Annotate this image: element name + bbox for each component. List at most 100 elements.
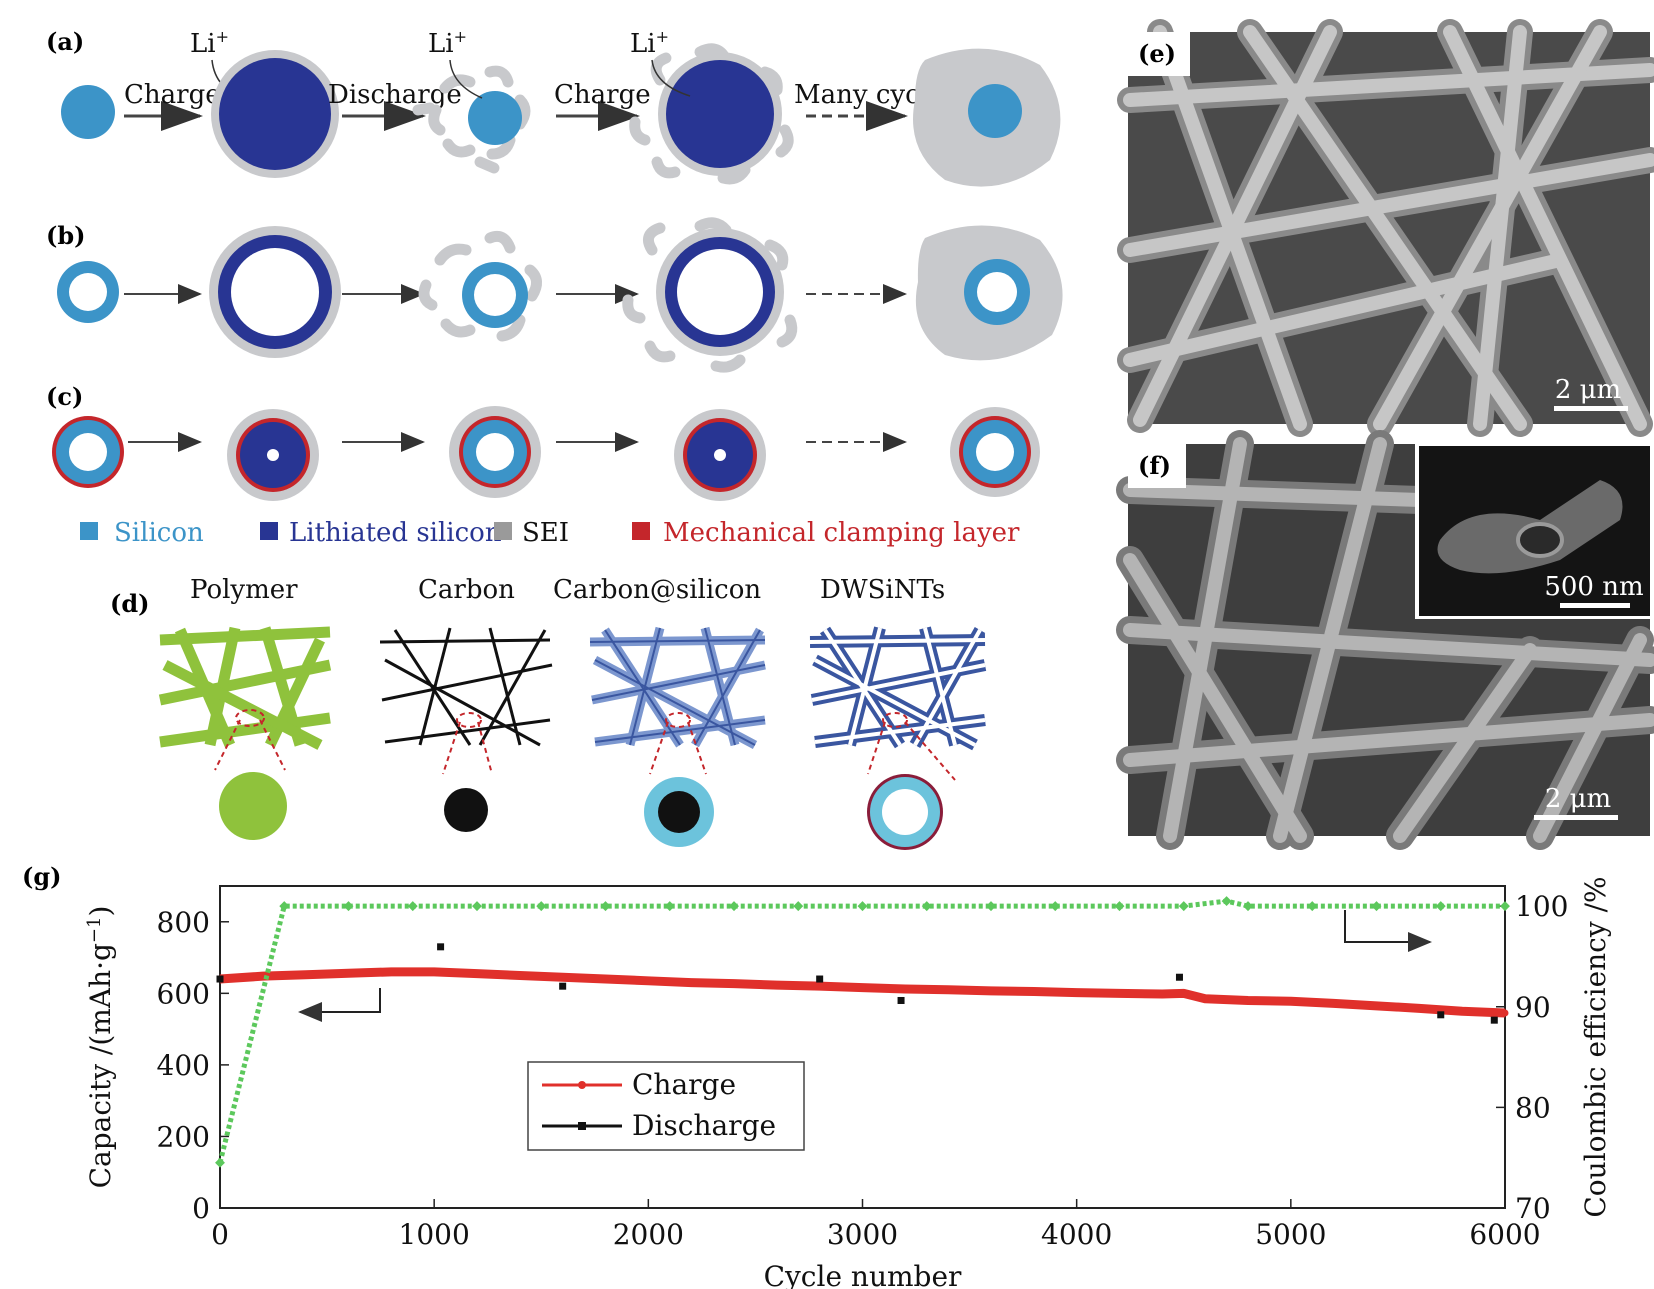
charge-point — [1158, 990, 1166, 998]
charge-point — [302, 971, 310, 979]
legend-swatch-clamping — [632, 522, 650, 540]
plot-frame — [219, 885, 1506, 1209]
tube-hollow — [977, 272, 1017, 312]
panel-e-label-box — [1128, 32, 1190, 76]
zoom-lines — [867, 721, 956, 781]
zoom-circle — [456, 712, 482, 728]
d-title-dwsints: DWSiNTs — [820, 575, 945, 605]
legend-swatch-sei — [494, 522, 512, 540]
efficiency-series-line — [217, 898, 1505, 1164]
efficiency-point — [215, 1157, 225, 1168]
charge-point — [430, 968, 438, 976]
thick-sei-fragments — [629, 43, 794, 185]
y-left-tick-label: 400 — [157, 1049, 210, 1082]
charge-point — [1415, 1004, 1423, 1012]
broken-sei-fragments — [412, 65, 531, 174]
zoom-circle — [235, 709, 265, 727]
efficiency-point — [1178, 901, 1189, 912]
efficiency-point — [664, 901, 675, 912]
efficiency-point — [729, 901, 739, 912]
panel-d-label: (d) — [110, 589, 150, 618]
zoom-circle — [665, 712, 691, 728]
lithiated-particle — [666, 60, 774, 168]
efficiency-point — [343, 901, 354, 912]
polymer-fiber-section — [219, 772, 287, 840]
charge-point — [859, 984, 866, 992]
scale-bar-f — [1534, 815, 1618, 820]
discharge-point — [559, 982, 567, 990]
y-left-tick-label: 600 — [157, 977, 210, 1010]
charge-point — [345, 969, 352, 977]
carbon-silicon-fiber-mesh — [589, 626, 766, 749]
y-right-tick-label: 80 — [1515, 1091, 1551, 1124]
x-tick-label: 3000 — [827, 1218, 898, 1251]
charge-point — [1201, 995, 1209, 1003]
efficiency-point — [1050, 901, 1061, 912]
x-tick-label: 6000 — [1469, 1218, 1540, 1251]
y-right-tick-label: 100 — [1515, 890, 1568, 923]
step-charge-1: Charge — [124, 80, 221, 110]
charge-series-line — [219, 967, 1506, 1018]
efficiency-point — [472, 901, 482, 912]
panel-f-label-box — [1128, 444, 1186, 488]
chart: 0 1000 2000 3000 4000 5000 6000 0 200 400 600 800 70… — [84, 876, 1612, 1289]
sem-fibers-e — [1117, 19, 1654, 437]
efficiency-point — [857, 901, 868, 912]
x-tick-label: 1000 — [399, 1218, 470, 1251]
efficiency-point — [921, 901, 932, 912]
panel-c: (c) — [46, 382, 1040, 501]
efficiency-point — [1307, 901, 1318, 912]
charge-point — [473, 970, 481, 978]
charge-point — [1330, 999, 1338, 1007]
li-label-2: Li+ — [428, 27, 467, 59]
legend-lithiated: Lithiated silicon — [289, 518, 502, 548]
li-label-1: Li+ — [190, 27, 229, 59]
charge-point — [602, 975, 609, 983]
x-tick-label: 2000 — [613, 1218, 684, 1251]
x-tick-label: 4000 — [1041, 1218, 1112, 1251]
zoom-lines — [649, 721, 707, 775]
tube-hollow — [69, 433, 107, 471]
efficiency-point — [1435, 901, 1446, 912]
tube-hollow — [231, 248, 319, 336]
charge-point — [644, 977, 652, 985]
panel-e-label: (e) — [1138, 39, 1176, 68]
tube-hollow-section — [882, 789, 928, 835]
legend-discharge-label: Discharge — [632, 1109, 776, 1142]
y-left-tick-label: 0 — [192, 1192, 210, 1225]
discharge-point — [897, 996, 905, 1004]
panel-a-label: (a) — [46, 27, 84, 56]
step-charge-2: Charge — [554, 80, 651, 110]
efficiency-point — [1500, 901, 1510, 912]
d-title-carbon: Carbon — [418, 575, 515, 605]
charge-point — [1116, 989, 1123, 997]
sem-fibers-f — [1116, 430, 1654, 850]
discharge-point — [1490, 1016, 1498, 1024]
panel-e: (e) 2 μm — [1117, 19, 1654, 437]
charge-point — [387, 968, 395, 976]
legend-silicon: Silicon — [114, 518, 204, 548]
efficiency-point — [1114, 901, 1125, 912]
charge-point — [516, 971, 524, 979]
d-title-polymer: Polymer — [190, 575, 298, 605]
discharge-point — [1175, 973, 1183, 981]
scale-bar-label-e: 2 μm — [1555, 375, 1621, 405]
thick-sei-fragments — [622, 217, 798, 373]
legend-clamping: Mechanical clamping layer — [663, 518, 1020, 548]
charge-point — [559, 973, 567, 981]
y-right-tick-label: 90 — [1515, 991, 1551, 1024]
li-pointer-3 — [651, 59, 691, 97]
tube-hollow — [474, 274, 516, 316]
tube-hollow — [267, 449, 279, 461]
li-pointer-2 — [449, 59, 483, 99]
discharge-point — [216, 975, 224, 983]
panel-b: (b) — [46, 217, 1063, 373]
legend-charge-label: Charge — [632, 1068, 736, 1101]
charge-point — [944, 986, 952, 994]
legend-charge-marker — [578, 1081, 586, 1089]
li-label-3: Li+ — [630, 27, 669, 59]
panel-d: (d) Polymer Carbon Carbon@silicon DWSiNT… — [110, 575, 987, 850]
tube-hollow — [69, 273, 107, 311]
scale-bar-label-inset: 500 nm — [1544, 572, 1643, 602]
dwsints-fiber-mesh — [809, 626, 987, 751]
